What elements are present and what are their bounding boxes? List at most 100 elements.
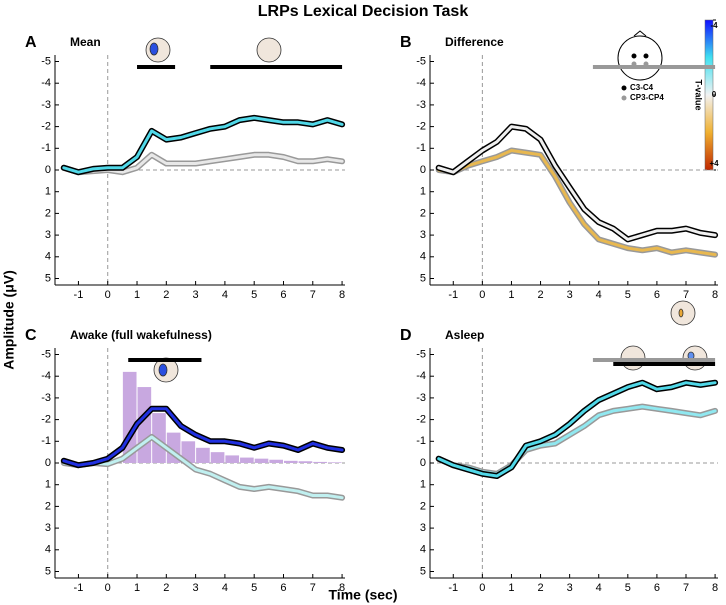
histogram-bar [269, 459, 283, 463]
histogram-bar [152, 413, 166, 463]
x-tick-label: 2 [537, 582, 543, 594]
x-tick-label: 4 [222, 582, 228, 594]
x-tick-label: 7 [683, 289, 689, 301]
y-tick-label: 4 [45, 544, 51, 556]
x-axis-label: Time (sec) [329, 587, 398, 603]
legend-marker [621, 95, 627, 101]
histogram-bar [196, 447, 210, 463]
x-tick-label: 1 [134, 289, 140, 301]
histogram-bar [210, 452, 225, 463]
y-tick-label: -4 [41, 77, 51, 89]
x-tick-label: 3 [567, 289, 573, 301]
x-tick-label: 0 [479, 582, 485, 594]
y-tick-label: 1 [420, 186, 426, 198]
panel-letter: C [25, 327, 37, 344]
x-tick-label: 8 [712, 289, 718, 301]
panel-title: Difference [445, 35, 504, 49]
legend-marker [621, 85, 627, 91]
x-tick-label: 1 [508, 582, 514, 594]
y-tick-label: -4 [41, 370, 51, 382]
y-tick-label: 0 [420, 457, 426, 469]
x-tick-label: 3 [193, 289, 199, 301]
y-tick-label: 3 [45, 229, 51, 241]
x-tick-label: 5 [251, 582, 257, 594]
histogram-bar [254, 458, 269, 463]
y-tick-label: -5 [41, 348, 51, 360]
x-tick-label: 2 [163, 289, 169, 301]
colorbar-tick-label: -4 [710, 21, 718, 30]
y-axis-label: Amplitude (μV) [1, 270, 17, 370]
y-tick-label: 3 [45, 522, 51, 534]
y-tick-label: 2 [420, 500, 426, 512]
x-tick-label: 8 [712, 582, 718, 594]
colorbar-label: T-value [694, 79, 704, 110]
y-tick-label: -2 [416, 414, 426, 426]
x-tick-label: 0 [105, 289, 111, 301]
panel-title: Mean [70, 35, 101, 49]
y-tick-label: 2 [45, 500, 51, 512]
x-tick-label: 6 [654, 582, 660, 594]
x-tick-label: 0 [105, 582, 111, 594]
y-tick-label: 0 [45, 457, 51, 469]
y-tick-label: 0 [45, 164, 51, 176]
series-outline [435, 123, 719, 243]
x-tick-label: 7 [310, 289, 316, 301]
y-tick-label: 4 [45, 251, 51, 263]
y-tick-label: -4 [416, 370, 426, 382]
x-tick-label: 2 [163, 582, 169, 594]
x-tick-label: 1 [508, 289, 514, 301]
histogram-bar [327, 462, 342, 463]
y-tick-label: 5 [45, 565, 51, 577]
figure-title: LRPs Lexical Decision Task [258, 3, 469, 20]
histogram-bar [298, 461, 313, 463]
y-tick-label: 3 [420, 229, 426, 241]
y-tick-label: 1 [45, 186, 51, 198]
x-tick-label: -1 [74, 582, 84, 594]
x-tick-label: 3 [567, 582, 573, 594]
y-tick-label: -2 [41, 121, 51, 133]
colorbar-tick-label: 0 [712, 90, 717, 99]
x-tick-label: 6 [654, 289, 660, 301]
y-tick-label: -4 [416, 77, 426, 89]
y-tick-label: -3 [416, 99, 426, 111]
y-tick-label: -3 [41, 99, 51, 111]
y-tick-label: -5 [416, 348, 426, 360]
histogram-bar [283, 460, 298, 463]
y-tick-label: 4 [420, 544, 426, 556]
x-tick-label: -1 [448, 582, 458, 594]
y-tick-label: 5 [45, 272, 51, 284]
x-tick-label: 6 [280, 582, 286, 594]
y-tick-label: -5 [41, 55, 51, 67]
x-tick-label: 1 [134, 582, 140, 594]
x-tick-label: 0 [479, 289, 485, 301]
series-line [437, 149, 717, 257]
colorbar: -4 0 +4 T-value [694, 19, 719, 171]
x-tick-label: 5 [625, 289, 631, 301]
y-tick-label: -3 [416, 392, 426, 404]
panel-letter: A [25, 34, 37, 51]
y-tick-label: 2 [45, 207, 51, 219]
y-tick-label: -1 [41, 435, 51, 447]
x-tick-label: 7 [683, 582, 689, 594]
y-tick-label: -2 [41, 414, 51, 426]
histogram-bar [313, 461, 327, 463]
panel-title: Asleep [445, 328, 484, 342]
histogram-bar [240, 457, 254, 463]
x-tick-label: 8 [339, 582, 345, 594]
histogram-bar [181, 441, 196, 463]
y-tick-label: -1 [416, 142, 426, 154]
head-icon [617, 30, 663, 81]
x-tick-label: 5 [625, 582, 631, 594]
series-line [437, 125, 717, 241]
series-line [437, 381, 717, 478]
y-tick-label: -5 [416, 55, 426, 67]
x-tick-label: 2 [537, 289, 543, 301]
y-tick-label: 1 [420, 479, 426, 491]
x-tick-label: 6 [280, 289, 286, 301]
y-tick-label: -1 [416, 435, 426, 447]
x-tick-label: 4 [596, 582, 602, 594]
series-line [62, 116, 344, 174]
panel-letter: D [400, 327, 412, 344]
